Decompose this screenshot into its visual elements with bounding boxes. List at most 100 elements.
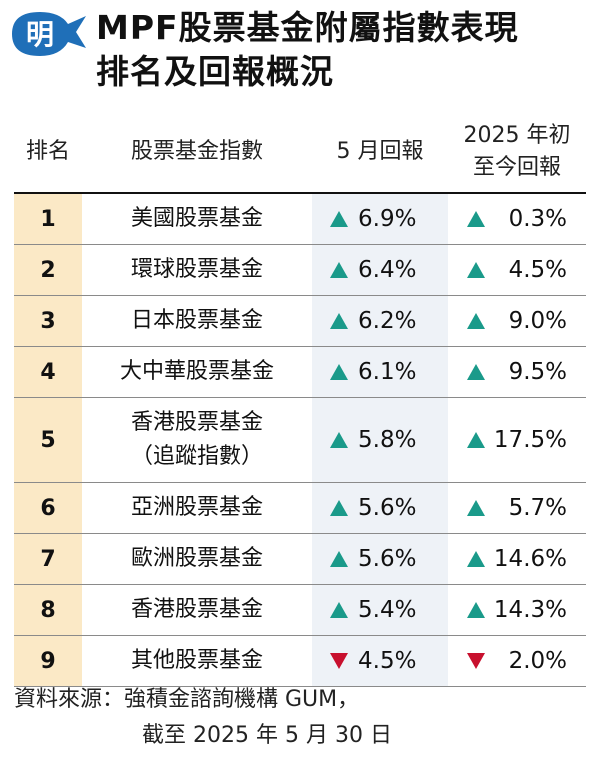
triangle-up-icon	[467, 364, 485, 380]
table-row: 9 其他股票基金 4.5% 2.0%	[14, 636, 586, 687]
fund-name-cell: 環球股票基金	[82, 245, 312, 295]
ytd-return-cell: 4.5%	[448, 245, 586, 295]
table-row: 5 香港股票基金 （追蹤指數） 5.8% 17.5%	[14, 398, 586, 483]
fund-name-cell: 香港股票基金 （追蹤指數）	[82, 398, 312, 482]
triangle-down-icon	[467, 653, 485, 669]
rank-cell: 9	[14, 636, 82, 686]
triangle-up-icon	[330, 500, 348, 516]
triangle-down-icon	[330, 653, 348, 669]
triangle-up-icon	[467, 262, 485, 278]
rank-cell: 1	[14, 194, 82, 244]
title-line-2: 排名及回報概況	[96, 52, 334, 91]
table-row: 3 日本股票基金 6.2% 9.0%	[14, 296, 586, 347]
ytd-return-cell-value: 4.5%	[508, 257, 567, 283]
triangle-up-icon	[330, 364, 348, 380]
month-return-cell: 4.5%	[312, 636, 448, 686]
month-return-cell-value: 6.2%	[358, 308, 417, 334]
column-header-ytd-line2: 至今回報	[472, 155, 561, 180]
month-return-cell-value: 6.9%	[358, 206, 417, 232]
logo-text: 明	[26, 18, 54, 51]
month-return-cell-value: 6.1%	[358, 359, 417, 385]
fund-name: 日本股票基金	[130, 308, 263, 333]
table-header: 排名 股票基金指數 5 月回報 2025 年初 至今回報	[14, 112, 586, 194]
triangle-up-icon	[467, 432, 485, 448]
table-row: 2 環球股票基金 6.4% 4.5%	[14, 245, 586, 296]
table-row: 6 亞洲股票基金 5.6% 5.7%	[14, 483, 586, 534]
column-header-name: 股票基金指數	[130, 139, 263, 164]
fund-name-cell: 大中華股票基金	[82, 347, 312, 397]
month-return-cell: 5.6%	[312, 483, 448, 533]
ytd-return-cell-value: 14.3%	[493, 597, 567, 623]
ytd-return-cell-value: 17.5%	[493, 427, 567, 453]
triangle-up-icon	[467, 602, 485, 618]
triangle-up-icon	[330, 551, 348, 567]
triangle-up-icon	[467, 313, 485, 329]
footer: 資料來源：強積金諮詢機構 GUM， 截至 2025 年 5 月 30 日	[14, 682, 586, 754]
ytd-return-cell: 5.7%	[448, 483, 586, 533]
ytd-return-cell: 0.3%	[448, 194, 586, 244]
fund-name: 歐洲股票基金	[130, 546, 263, 571]
fund-name-cell: 香港股票基金	[82, 585, 312, 635]
month-return-cell: 5.4%	[312, 585, 448, 635]
triangle-up-icon	[330, 432, 348, 448]
fund-name-cell: 日本股票基金	[82, 296, 312, 346]
triangle-up-icon	[467, 551, 485, 567]
ytd-return-cell: 2.0%	[448, 636, 586, 686]
table-body: 1 美國股票基金 6.9% 0.3% 2 環球股票基金 6.4% 4.5% 3 日本股票基金 6.2…	[14, 194, 586, 687]
triangle-up-icon	[330, 602, 348, 618]
month-return-cell: 5.6%	[312, 534, 448, 584]
fund-name-note: （追蹤指數）	[130, 444, 263, 469]
rank-cell: 3	[14, 296, 82, 346]
ytd-return-cell: 9.5%	[448, 347, 586, 397]
triangle-up-icon	[330, 211, 348, 227]
column-header-ytd-line1: 2025 年初	[463, 123, 571, 148]
month-return-cell: 6.2%	[312, 296, 448, 346]
table-row: 4 大中華股票基金 6.1% 9.5%	[14, 347, 586, 398]
column-header-ytd: 2025 年初 至今回報	[448, 112, 586, 192]
month-return-cell-value: 5.8%	[358, 427, 417, 453]
rank-cell: 4	[14, 347, 82, 397]
month-return-cell-value: 5.6%	[358, 495, 417, 521]
triangle-up-icon	[467, 500, 485, 516]
ytd-return-cell: 14.3%	[448, 585, 586, 635]
ytd-return-cell: 14.6%	[448, 534, 586, 584]
rank-cell: 7	[14, 534, 82, 584]
header: 明 MPF股票基金附屬指數表現 排名及回報概況	[0, 0, 600, 110]
table-row: 1 美國股票基金 6.9% 0.3%	[14, 194, 586, 245]
ytd-return-cell: 9.0%	[448, 296, 586, 346]
month-return-cell-value: 4.5%	[358, 648, 417, 674]
fund-name: 亞洲股票基金	[130, 495, 263, 520]
month-return-cell: 6.9%	[312, 194, 448, 244]
ming-pao-logo: 明	[12, 12, 86, 56]
month-return-cell: 6.1%	[312, 347, 448, 397]
month-return-cell-value: 5.6%	[358, 546, 417, 572]
triangle-up-icon	[330, 262, 348, 278]
date-note: 截至 2025 年 5 月 30 日	[142, 723, 392, 748]
rank-cell: 5	[14, 398, 82, 482]
month-return-cell: 6.4%	[312, 245, 448, 295]
source-note: 資料來源：強積金諮詢機構 GUM，	[14, 687, 360, 712]
fund-name: 美國股票基金	[130, 206, 263, 231]
fund-name: 大中華股票基金	[119, 359, 274, 384]
fund-name: 其他股票基金	[130, 648, 263, 673]
fund-name-cell: 美國股票基金	[82, 194, 312, 244]
table-row: 7 歐洲股票基金 5.6% 14.6%	[14, 534, 586, 585]
month-return-cell-value: 6.4%	[358, 257, 417, 283]
fund-name-cell: 其他股票基金	[82, 636, 312, 686]
ytd-return-cell-value: 9.5%	[508, 359, 567, 385]
month-return-cell-value: 5.4%	[358, 597, 417, 623]
ranking-table: 排名 股票基金指數 5 月回報 2025 年初 至今回報 1 美國股票基金 6.9%…	[14, 112, 586, 687]
title-line-1: MPF股票基金附屬指數表現	[96, 8, 519, 47]
fund-name: 香港股票基金	[130, 597, 263, 622]
rank-cell: 6	[14, 483, 82, 533]
ytd-return-cell-value: 5.7%	[508, 495, 567, 521]
rank-cell: 2	[14, 245, 82, 295]
month-return-cell: 5.8%	[312, 398, 448, 482]
ytd-return-cell-value: 14.6%	[493, 546, 567, 572]
ytd-return-cell-value: 9.0%	[508, 308, 567, 334]
fund-name-cell: 歐洲股票基金	[82, 534, 312, 584]
column-header-rank: 排名	[25, 139, 70, 164]
triangle-up-icon	[330, 313, 348, 329]
table-row: 8 香港股票基金 5.4% 14.3%	[14, 585, 586, 636]
ytd-return-cell-value: 0.3%	[508, 206, 567, 232]
